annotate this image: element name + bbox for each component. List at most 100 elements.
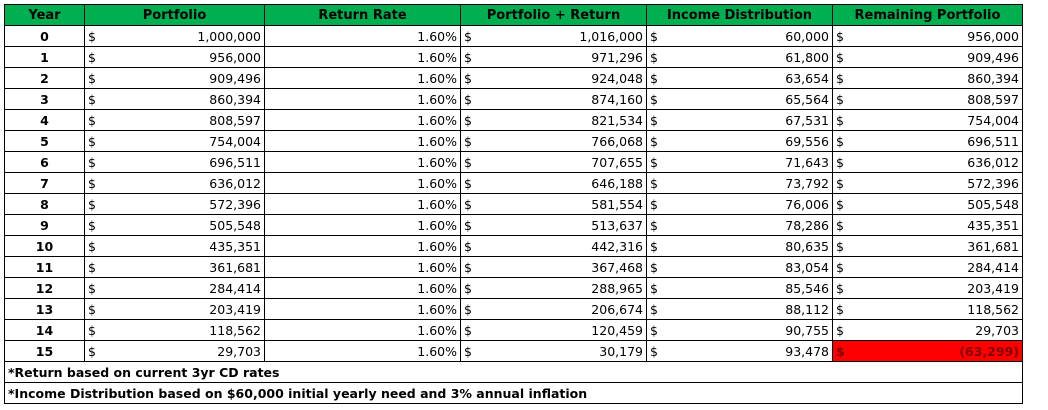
year-cell[interactable]: 13	[4, 298, 85, 320]
return-rate-cell[interactable]: 1.60%	[264, 214, 461, 236]
income-currency[interactable]: $	[646, 298, 673, 320]
plus-return-cell[interactable]: 821,534	[486, 109, 647, 131]
remaining-cell[interactable]: 505,548	[858, 193, 1023, 215]
remaining-cell[interactable]: 636,012	[858, 151, 1023, 173]
year-cell[interactable]: 2	[4, 67, 85, 89]
income-cell[interactable]: 88,112	[672, 298, 833, 320]
remaining-currency[interactable]: $	[832, 172, 859, 194]
return-rate-cell[interactable]: 1.60%	[264, 235, 461, 257]
year-cell[interactable]: 11	[4, 256, 85, 278]
plus-return-currency[interactable]: $	[460, 130, 487, 152]
return-rate-cell[interactable]: 1.60%	[264, 151, 461, 173]
income-cell[interactable]: 60,000	[672, 25, 833, 47]
header-portfolio[interactable]: Portfolio	[84, 4, 265, 26]
portfolio-currency[interactable]: $	[84, 277, 111, 299]
plus-return-currency[interactable]: $	[460, 172, 487, 194]
income-cell[interactable]: 90,755	[672, 319, 833, 341]
income-currency[interactable]: $	[646, 172, 673, 194]
plus-return-cell[interactable]: 971,296	[486, 46, 647, 68]
remaining-cell[interactable]: 572,396	[858, 172, 1023, 194]
plus-return-currency[interactable]: $	[460, 277, 487, 299]
portfolio-currency[interactable]: $	[84, 67, 111, 89]
income-cell[interactable]: 83,054	[672, 256, 833, 278]
plus-return-currency[interactable]: $	[460, 214, 487, 236]
remaining-currency[interactable]: $	[832, 298, 859, 320]
portfolio-cell[interactable]: 909,496	[110, 67, 265, 89]
remaining-currency[interactable]: $	[832, 67, 859, 89]
return-rate-cell[interactable]: 1.60%	[264, 46, 461, 68]
portfolio-currency[interactable]: $	[84, 109, 111, 131]
portfolio-currency[interactable]: $	[84, 151, 111, 173]
return-rate-cell[interactable]: 1.60%	[264, 88, 461, 110]
income-cell[interactable]: 63,654	[672, 67, 833, 89]
income-currency[interactable]: $	[646, 67, 673, 89]
remaining-currency[interactable]: $	[832, 25, 859, 47]
plus-return-cell[interactable]: 367,468	[486, 256, 647, 278]
remaining-cell[interactable]: 696,511	[858, 130, 1023, 152]
plus-return-cell[interactable]: 924,048	[486, 67, 647, 89]
remaining-currency[interactable]: $	[832, 109, 859, 131]
income-cell[interactable]: 61,800	[672, 46, 833, 68]
plus-return-cell[interactable]: 120,459	[486, 319, 647, 341]
remaining-currency[interactable]: $	[832, 130, 859, 152]
portfolio-cell[interactable]: 284,414	[110, 277, 265, 299]
portfolio-cell[interactable]: 956,000	[110, 46, 265, 68]
plus-return-cell[interactable]: 206,674	[486, 298, 647, 320]
income-currency[interactable]: $	[646, 130, 673, 152]
remaining-cell[interactable]: 29,703	[858, 319, 1023, 341]
year-cell[interactable]: 15	[4, 340, 85, 362]
note-income[interactable]: *Income Distribution based on $60,000 in…	[4, 382, 1023, 404]
year-cell[interactable]: 5	[4, 130, 85, 152]
income-currency[interactable]: $	[646, 340, 673, 362]
return-rate-cell[interactable]: 1.60%	[264, 277, 461, 299]
year-cell[interactable]: 4	[4, 109, 85, 131]
plus-return-currency[interactable]: $	[460, 151, 487, 173]
remaining-currency[interactable]: $	[832, 151, 859, 173]
year-cell[interactable]: 10	[4, 235, 85, 257]
remaining-currency[interactable]: $	[832, 193, 859, 215]
year-cell[interactable]: 0	[4, 25, 85, 47]
header-year[interactable]: Year	[4, 4, 85, 26]
portfolio-cell[interactable]: 860,394	[110, 88, 265, 110]
year-cell[interactable]: 6	[4, 151, 85, 173]
income-cell[interactable]: 67,531	[672, 109, 833, 131]
income-currency[interactable]: $	[646, 214, 673, 236]
portfolio-currency[interactable]: $	[84, 130, 111, 152]
portfolio-currency[interactable]: $	[84, 319, 111, 341]
portfolio-currency[interactable]: $	[84, 340, 111, 362]
portfolio-currency[interactable]: $	[84, 298, 111, 320]
portfolio-cell[interactable]: 435,351	[110, 235, 265, 257]
year-cell[interactable]: 12	[4, 277, 85, 299]
return-rate-cell[interactable]: 1.60%	[264, 319, 461, 341]
remaining-cell[interactable]: 361,681	[858, 235, 1023, 257]
remaining-cell[interactable]: 956,000	[858, 25, 1023, 47]
remaining-currency[interactable]: $	[832, 277, 859, 299]
return-rate-cell[interactable]: 1.60%	[264, 172, 461, 194]
portfolio-currency[interactable]: $	[84, 172, 111, 194]
income-cell[interactable]: 71,643	[672, 151, 833, 173]
remaining-cell[interactable]: 808,597	[858, 88, 1023, 110]
return-rate-cell[interactable]: 1.60%	[264, 193, 461, 215]
return-rate-cell[interactable]: 1.60%	[264, 67, 461, 89]
remaining-cell[interactable]: 754,004	[858, 109, 1023, 131]
income-currency[interactable]: $	[646, 256, 673, 278]
year-cell[interactable]: 8	[4, 193, 85, 215]
income-cell[interactable]: 85,546	[672, 277, 833, 299]
remaining-cell[interactable]: (63,299)	[858, 340, 1023, 362]
remaining-currency[interactable]: $	[832, 256, 859, 278]
income-currency[interactable]: $	[646, 88, 673, 110]
remaining-cell[interactable]: 909,496	[858, 46, 1023, 68]
portfolio-cell[interactable]: 572,396	[110, 193, 265, 215]
income-cell[interactable]: 76,006	[672, 193, 833, 215]
plus-return-cell[interactable]: 646,188	[486, 172, 647, 194]
return-rate-cell[interactable]: 1.60%	[264, 109, 461, 131]
portfolio-cell[interactable]: 203,419	[110, 298, 265, 320]
income-currency[interactable]: $	[646, 319, 673, 341]
year-cell[interactable]: 1	[4, 46, 85, 68]
remaining-currency[interactable]: $	[832, 46, 859, 68]
income-cell[interactable]: 73,792	[672, 172, 833, 194]
plus-return-currency[interactable]: $	[460, 88, 487, 110]
return-rate-cell[interactable]: 1.60%	[264, 25, 461, 47]
income-cell[interactable]: 93,478	[672, 340, 833, 362]
header-remaining-portfolio[interactable]: Remaining Portfolio	[832, 4, 1023, 26]
